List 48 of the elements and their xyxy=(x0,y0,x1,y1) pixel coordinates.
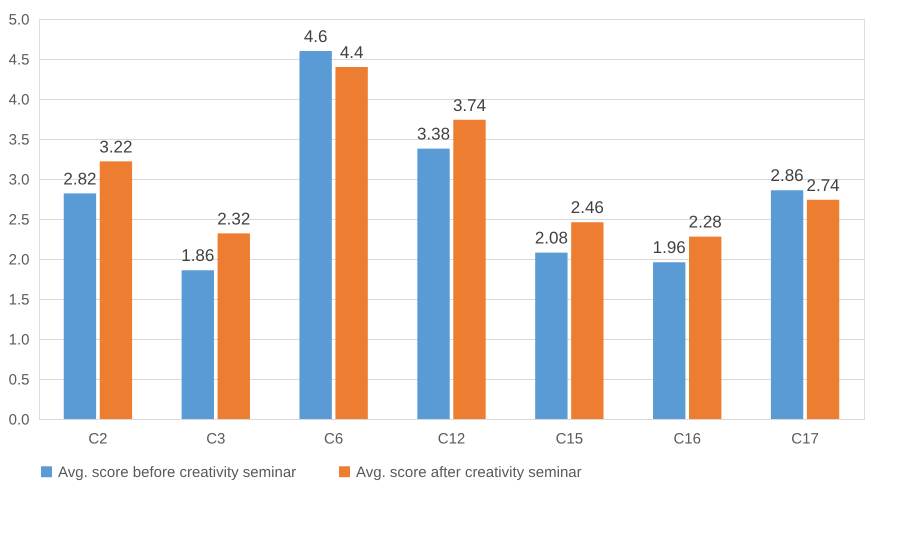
bar xyxy=(689,236,722,419)
bar xyxy=(335,67,368,419)
bar xyxy=(182,270,214,419)
y-tick-label: 3.5 xyxy=(8,132,30,148)
data-label: 3.38 xyxy=(416,124,450,144)
x-tick-label: C15 xyxy=(556,430,584,448)
data-label: 3.74 xyxy=(452,96,486,115)
data-label: 2.46 xyxy=(570,198,604,218)
x-tick-label: C16 xyxy=(673,430,701,448)
bar xyxy=(453,120,486,419)
x-tick-label: C17 xyxy=(791,430,819,448)
y-tick-label: 2.5 xyxy=(8,212,30,228)
y-tick-label: 1.0 xyxy=(8,332,30,348)
y-tick-label: 5.0 xyxy=(8,12,30,28)
data-label: 3.22 xyxy=(99,137,132,156)
legend-label: Avg. score before creativity seminar xyxy=(58,464,296,481)
bar xyxy=(770,190,804,419)
y-tick-label: 1.5 xyxy=(8,292,30,308)
x-tick-label: C6 xyxy=(324,430,344,448)
x-tick-label: C2 xyxy=(88,430,108,448)
bar xyxy=(100,161,132,419)
data-label: 2.86 xyxy=(770,166,804,186)
bar xyxy=(417,148,450,419)
data-label: 2.28 xyxy=(688,212,722,232)
data-label: 2.08 xyxy=(534,228,568,248)
data-label: 1.96 xyxy=(652,238,686,258)
legend-label: Avg. score after creativity seminar xyxy=(356,464,582,481)
y-tick-label: 0.0 xyxy=(8,412,30,428)
bar xyxy=(535,252,568,419)
y-tick-label: 4.0 xyxy=(8,92,30,108)
bar xyxy=(299,51,332,419)
y-tick-label: 2.0 xyxy=(8,252,30,268)
x-tick-label: C3 xyxy=(206,430,226,448)
data-label: 2.74 xyxy=(806,176,840,195)
bar xyxy=(64,193,96,419)
x-tick-label: C12 xyxy=(438,430,466,448)
y-tick-label: 3.0 xyxy=(8,172,30,188)
data-label: 4.4 xyxy=(340,43,364,62)
data-label: 1.86 xyxy=(181,246,214,266)
y-tick-label: 0.5 xyxy=(8,372,30,388)
bar xyxy=(806,200,840,419)
data-label: 2.32 xyxy=(217,209,250,228)
bar xyxy=(653,262,686,419)
bar xyxy=(571,222,604,419)
bar xyxy=(218,233,250,419)
data-label: 4.6 xyxy=(304,27,328,46)
y-tick-label: 4.5 xyxy=(8,52,30,68)
data-label: 2.82 xyxy=(63,169,96,188)
